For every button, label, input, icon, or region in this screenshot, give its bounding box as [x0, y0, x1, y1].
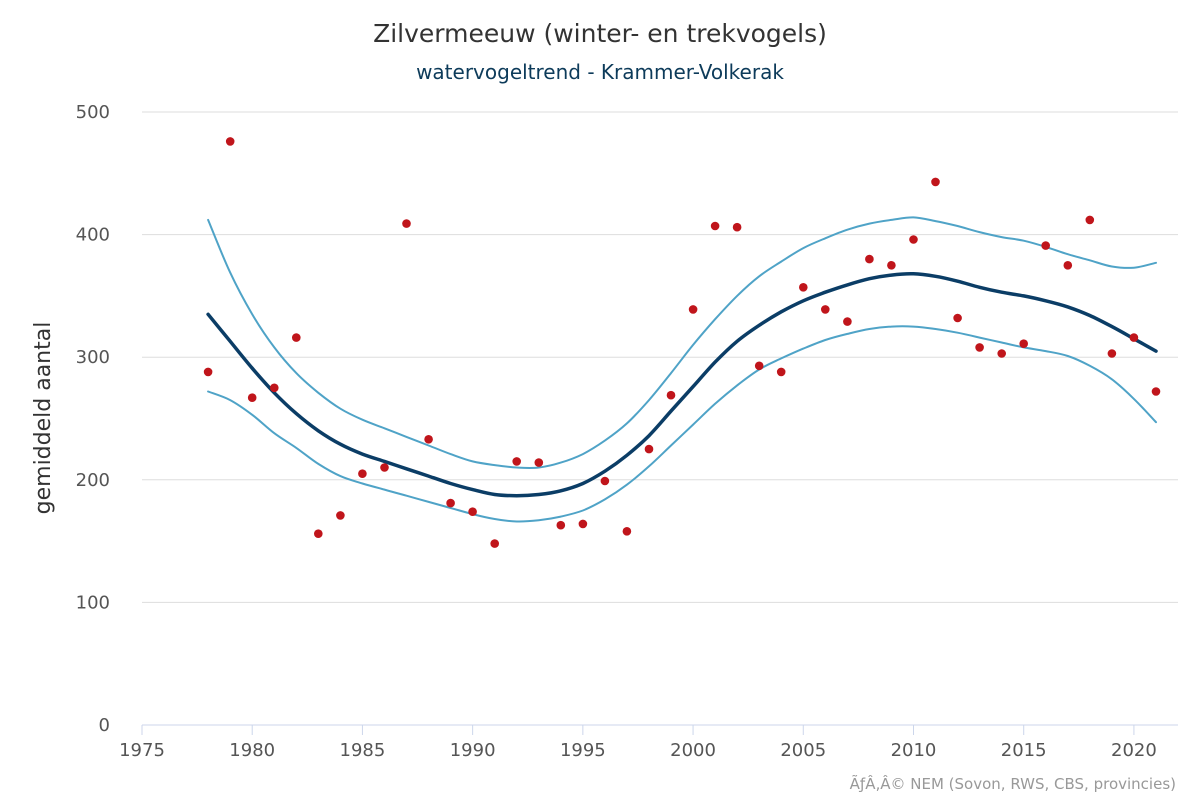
data-point: [732, 222, 742, 232]
data-point: [887, 261, 896, 270]
x-tick-label: 1975: [119, 740, 165, 761]
data-point: [843, 317, 852, 326]
data-point: [292, 333, 301, 342]
y-tick-label: 0: [99, 715, 110, 736]
data-point: [776, 367, 786, 377]
upper-bound-line: [207, 216, 1157, 470]
data-point: [247, 393, 257, 403]
data-point: [1041, 241, 1050, 250]
data-point: [446, 498, 455, 508]
data-point: [953, 313, 962, 323]
data-point: [1019, 339, 1028, 349]
chart-subtitle: watervogeltrend - Krammer-Volkerak: [416, 60, 784, 84]
y-axis-label: gemiddeld aantal: [31, 322, 56, 515]
data-point: [556, 520, 566, 530]
confidence-band: [207, 216, 1157, 523]
x-tick-label: 1985: [340, 740, 386, 761]
x-tick-label: 2015: [1001, 740, 1047, 761]
data-point: [666, 390, 676, 400]
data-point: [622, 527, 632, 536]
data-point: [1063, 261, 1073, 270]
x-tick-label: 1990: [450, 740, 496, 761]
y-tick-label: 100: [76, 592, 110, 613]
data-point: [468, 507, 477, 516]
lower-bound-line: [207, 325, 1157, 523]
data-point: [865, 254, 874, 264]
data-point: [754, 361, 764, 371]
y-tick-label: 500: [76, 102, 110, 123]
data-point: [358, 469, 367, 479]
data-point: [336, 511, 345, 520]
data-point: [380, 463, 389, 472]
data-point: [931, 177, 940, 187]
trend-line-group: [206, 272, 1158, 498]
data-point: [578, 519, 588, 529]
y-tick-label: 400: [76, 225, 110, 246]
data-point: [203, 367, 213, 377]
x-tick-label: 2000: [670, 740, 716, 761]
data-point: [909, 235, 918, 244]
data-point: [534, 458, 544, 467]
trend-line: [206, 272, 1158, 498]
data-point: [1085, 215, 1095, 225]
observation-points: [203, 137, 1161, 548]
x-tick-label: 2020: [1111, 740, 1157, 761]
data-point: [821, 305, 830, 314]
x-tick-label: 1980: [229, 740, 275, 761]
data-point: [688, 305, 698, 314]
data-point: [975, 343, 984, 352]
y-tick-label: 300: [76, 347, 110, 368]
x-tick-label: 1995: [560, 740, 606, 761]
x-tick-label: 2005: [780, 740, 826, 761]
x-tick-label: 2010: [891, 740, 937, 761]
grid-lines: 0 100 200 300 400 500: [76, 102, 1178, 736]
credit-text: ÃƒÂ‚Â© NEM (Sovon, RWS, CBS, provincies): [850, 774, 1176, 793]
data-point: [799, 283, 808, 292]
data-point: [490, 539, 500, 548]
x-axis: 1975 1980 1985 1990 1995 2000 2005 2010 2015 2020: [119, 724, 1178, 761]
data-point: [424, 435, 433, 444]
data-point: [1129, 333, 1139, 342]
data-point: [997, 349, 1006, 358]
data-point: [1151, 387, 1161, 396]
data-point: [402, 219, 411, 228]
data-point: [314, 529, 323, 538]
y-tick-label: 200: [76, 470, 110, 491]
data-point: [710, 221, 720, 231]
data-point: [225, 137, 235, 146]
data-point: [270, 383, 279, 393]
data-point: [1107, 349, 1117, 358]
chart-title: Zilvermeeuw (winter- en trekvogels): [373, 19, 827, 48]
data-point: [600, 476, 610, 486]
data-point: [644, 444, 654, 454]
data-point: [512, 457, 521, 466]
